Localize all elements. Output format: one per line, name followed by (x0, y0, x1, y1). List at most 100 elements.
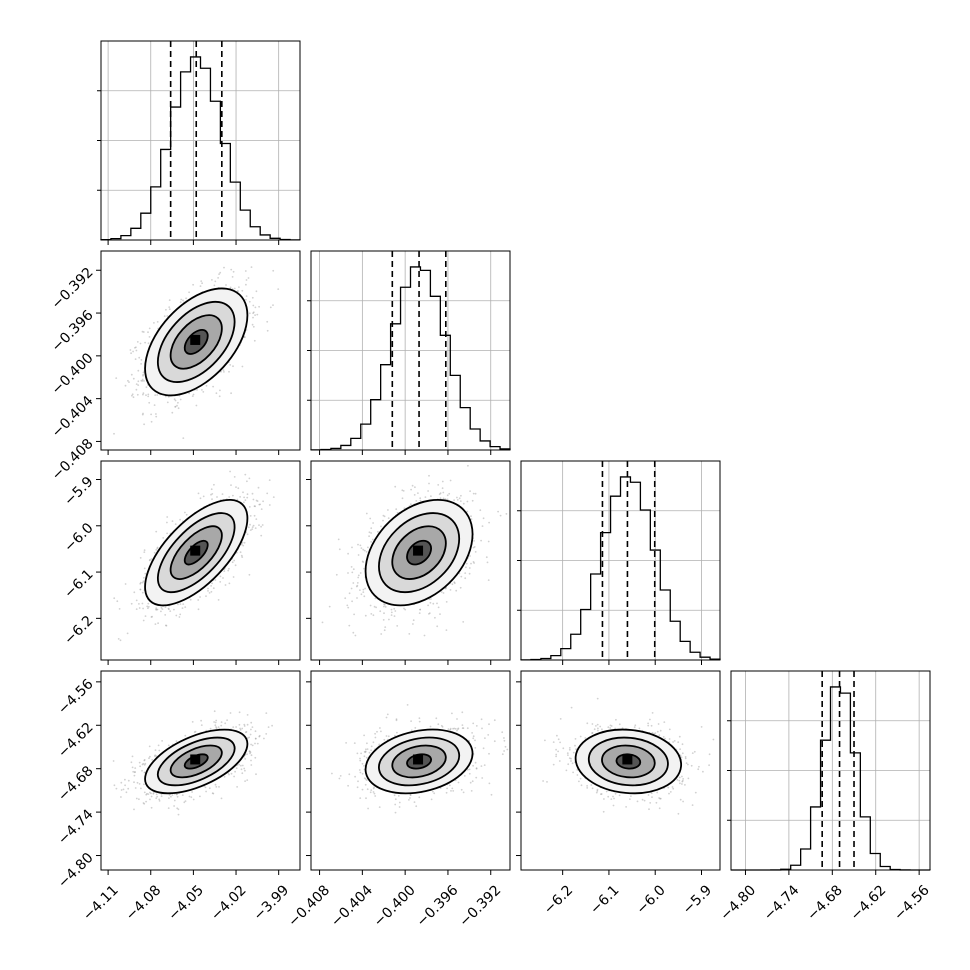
scatter-point (243, 541, 246, 544)
scatter-point (250, 721, 253, 724)
scatter-point (427, 604, 429, 607)
scatter-point (479, 509, 482, 512)
scatter-point (251, 528, 254, 530)
scatter-point (244, 473, 247, 476)
scatter-point (150, 616, 153, 618)
scatter-point (380, 633, 383, 635)
scatter-point (138, 356, 141, 359)
scatter-point (470, 518, 473, 520)
scatter-point (191, 721, 194, 723)
scatter-point (160, 610, 162, 613)
scatter-point (383, 515, 386, 518)
scatter-point (231, 276, 234, 278)
hist-frame (100, 40, 301, 241)
scatter-point (141, 330, 144, 333)
scatter-point (147, 331, 149, 334)
scatter-point (154, 394, 157, 396)
scatter-point (359, 544, 362, 547)
scatter-point (151, 759, 154, 761)
scatter-point (255, 773, 257, 776)
scatter-point (136, 341, 139, 343)
scatter-point (254, 737, 257, 740)
scatter-point (250, 728, 252, 731)
scatter-point (165, 624, 167, 627)
scatter-point (213, 284, 216, 287)
scatter-point (135, 797, 138, 800)
scatter-point (214, 579, 217, 581)
scatter-point (252, 498, 255, 501)
scatter-point (453, 499, 455, 501)
scatter-point (246, 533, 249, 536)
scatter-point (154, 623, 157, 625)
scatter-point (487, 579, 490, 581)
scatter-point (266, 320, 269, 323)
scatter-point (272, 304, 274, 306)
scatter-point (437, 606, 440, 609)
scatter-point (153, 404, 156, 406)
scatter-point (505, 513, 508, 515)
scatter-point (115, 787, 118, 790)
scatter-point (380, 525, 382, 528)
scatter-point (262, 500, 264, 503)
scatter-point (249, 523, 251, 526)
scatter-point (359, 589, 361, 591)
scatter-point (163, 315, 166, 317)
scatter-point (260, 525, 262, 528)
scatter-point (246, 779, 249, 781)
scatter-point (188, 291, 191, 294)
scatter-point (155, 608, 158, 611)
scatter-point (470, 515, 472, 518)
scatter-point (196, 389, 198, 391)
scatter-point (393, 607, 396, 610)
scatter-point (143, 783, 145, 786)
scatter-point (442, 491, 445, 494)
scatter-point (177, 401, 179, 404)
scatter-point (458, 497, 461, 500)
scatter-point (394, 485, 397, 488)
scatter-point (244, 780, 247, 782)
scatter-point (246, 493, 249, 496)
scatter-point (149, 559, 151, 561)
scatter-point (363, 549, 366, 552)
scatter-point (155, 413, 157, 415)
scatter-point (223, 570, 226, 572)
scatter-point (253, 505, 256, 508)
scatter-point (179, 613, 182, 616)
scatter-point (369, 517, 372, 520)
scatter-point (143, 759, 146, 762)
scatter-point (252, 325, 255, 328)
scatter-point (428, 474, 430, 477)
scatter-point (137, 380, 140, 383)
scatter-point (440, 591, 443, 593)
scatter-point (352, 631, 355, 634)
scatter-point (369, 604, 372, 607)
scatter-point (249, 733, 252, 736)
scatter-point (133, 808, 135, 811)
scatter-point (254, 742, 256, 745)
scatter-point (173, 398, 176, 401)
scatter-point (258, 503, 261, 506)
scatter-point (401, 489, 404, 492)
scatter-point (199, 596, 202, 598)
scatter-point (485, 556, 488, 559)
scatter-point (246, 723, 249, 726)
scatter-point (171, 520, 174, 522)
scatter-point (382, 514, 385, 517)
scatter-point (372, 522, 374, 524)
scatter-point (142, 580, 145, 583)
scatter-point (249, 752, 251, 755)
scatter-point (139, 582, 142, 585)
scatter-point (210, 493, 212, 496)
scatter-point (351, 600, 353, 603)
scatter-point (168, 306, 171, 308)
scatter-point (147, 602, 150, 605)
scatter-point (215, 726, 217, 728)
scatter-point (266, 329, 269, 332)
scatter-point (144, 572, 147, 575)
scatter-point (147, 342, 150, 345)
scatter-point (139, 588, 142, 591)
scatter-point (217, 599, 220, 601)
density-peak (190, 334, 201, 345)
scatter-point (124, 384, 127, 387)
scatter-point (212, 385, 215, 388)
